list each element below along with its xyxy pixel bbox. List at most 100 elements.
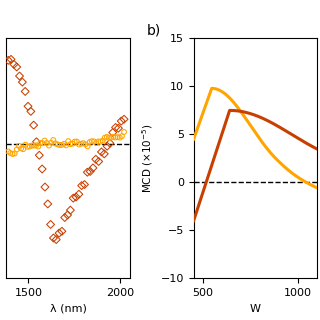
Point — [37, 153, 42, 158]
Point — [71, 196, 76, 201]
Point — [42, 138, 47, 143]
Point — [62, 215, 67, 220]
Point — [85, 170, 90, 175]
Point — [65, 212, 70, 218]
Point — [96, 159, 101, 164]
Point — [99, 149, 104, 155]
Point — [57, 230, 62, 236]
Point — [43, 184, 48, 189]
Point — [74, 139, 79, 144]
Point — [113, 135, 118, 140]
Point — [88, 169, 93, 174]
Point — [76, 192, 81, 197]
Point — [40, 166, 45, 172]
Point — [55, 142, 60, 147]
Point — [116, 126, 121, 131]
Point — [49, 140, 54, 145]
Point — [82, 182, 87, 187]
Point — [17, 74, 22, 79]
Point — [76, 142, 82, 147]
X-axis label: W: W — [250, 304, 261, 314]
Point — [20, 79, 25, 84]
Point — [8, 150, 13, 156]
X-axis label: λ (nm): λ (nm) — [50, 304, 86, 314]
Point — [59, 229, 64, 234]
Point — [6, 149, 11, 154]
Point — [61, 141, 67, 146]
Point — [107, 135, 112, 140]
Point — [94, 140, 99, 146]
Point — [14, 64, 19, 69]
Point — [92, 139, 97, 144]
Point — [11, 62, 16, 67]
Point — [115, 135, 120, 140]
Point — [28, 109, 33, 114]
Point — [72, 139, 77, 144]
Point — [21, 147, 26, 152]
Point — [93, 157, 98, 162]
Point — [98, 139, 103, 144]
Point — [89, 139, 94, 144]
Point — [122, 117, 127, 122]
Point — [113, 125, 118, 130]
Point — [68, 141, 73, 147]
Point — [6, 58, 11, 63]
Point — [26, 104, 31, 109]
Point — [54, 237, 59, 242]
Point — [16, 143, 21, 148]
Point — [91, 165, 96, 171]
Text: b): b) — [147, 24, 161, 38]
Point — [102, 151, 107, 156]
Point — [74, 195, 79, 200]
Point — [51, 138, 56, 143]
Point — [31, 123, 36, 128]
Point — [36, 144, 41, 149]
Point — [57, 142, 62, 148]
Point — [10, 151, 15, 156]
Point — [108, 141, 113, 146]
Point — [108, 135, 114, 140]
Point — [31, 143, 36, 148]
Point — [96, 139, 101, 144]
Point — [48, 222, 53, 227]
Point — [79, 141, 84, 146]
Point — [51, 236, 56, 241]
Point — [104, 134, 109, 140]
Point — [64, 143, 69, 148]
Point — [12, 151, 17, 156]
Point — [59, 142, 64, 148]
Point — [122, 129, 127, 134]
Point — [105, 144, 110, 149]
Point — [27, 144, 32, 149]
Y-axis label: MCD ($\times10^{-5}$): MCD ($\times10^{-5}$) — [140, 124, 155, 193]
Point — [111, 134, 116, 140]
Point — [119, 133, 124, 139]
Point — [34, 143, 39, 148]
Point — [40, 141, 45, 146]
Point — [45, 201, 50, 206]
Point — [66, 139, 71, 144]
Point — [81, 141, 86, 146]
Point — [83, 142, 88, 147]
Point — [85, 144, 90, 149]
Point — [29, 143, 34, 148]
Point — [117, 135, 122, 140]
Point — [19, 146, 24, 151]
Point — [102, 135, 107, 140]
Point — [87, 140, 92, 145]
Point — [9, 57, 14, 62]
Point — [119, 118, 124, 124]
Point — [46, 143, 52, 148]
Point — [38, 140, 43, 145]
Point — [14, 147, 20, 152]
Point — [70, 141, 75, 146]
Point — [34, 139, 39, 144]
Point — [100, 138, 105, 143]
Point — [25, 144, 30, 149]
Point — [23, 142, 28, 147]
Point — [79, 183, 84, 188]
Point — [68, 208, 73, 213]
Point — [110, 130, 115, 135]
Point — [53, 141, 58, 146]
Point — [44, 140, 49, 146]
